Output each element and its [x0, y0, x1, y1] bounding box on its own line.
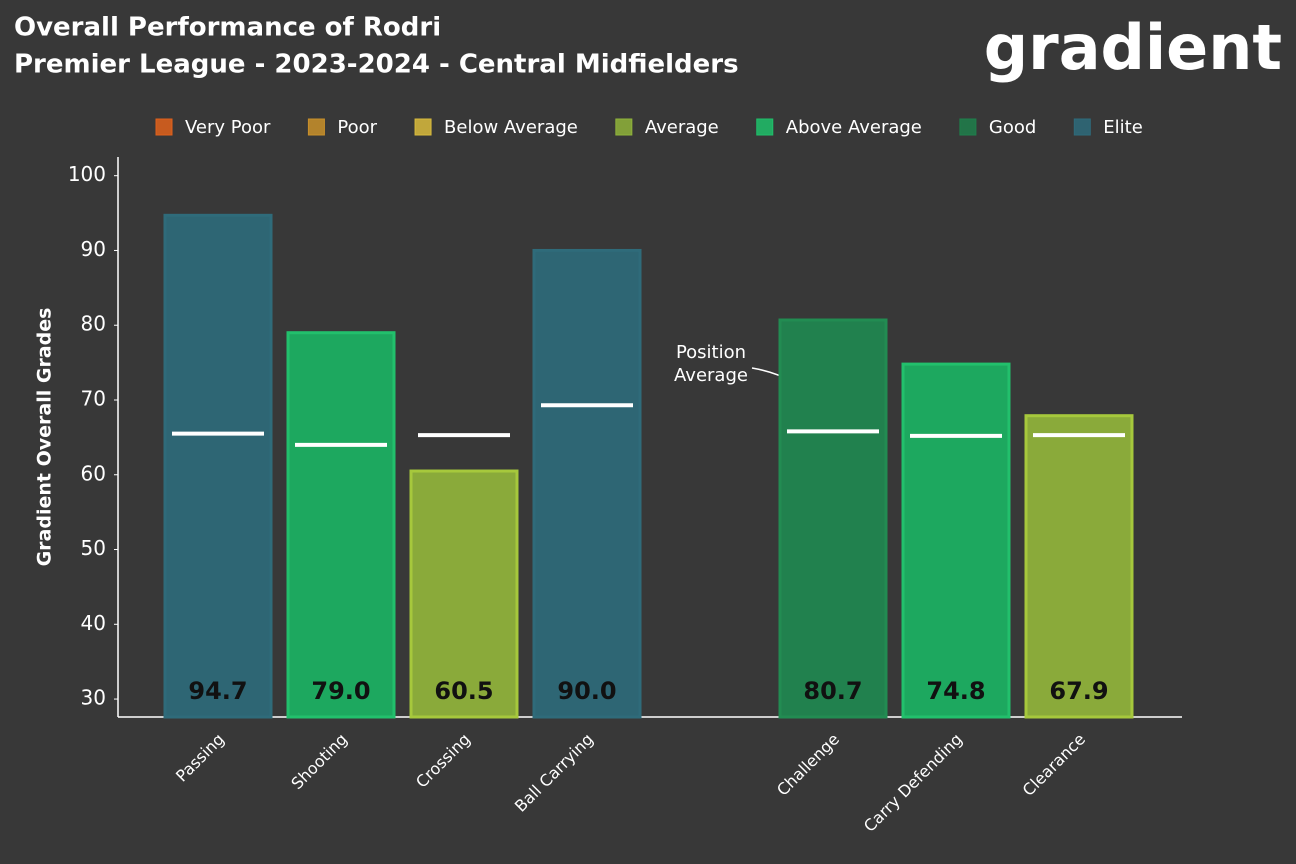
value-label: 94.7 — [188, 677, 247, 705]
bar — [532, 248, 642, 719]
x-tick-label: Clearance — [1019, 730, 1089, 800]
legend-swatch — [615, 118, 633, 136]
x-tick-label: Crossing — [412, 730, 474, 792]
y-tick-label: 50 — [81, 536, 106, 560]
x-tick-label: Passing — [172, 730, 228, 786]
legend-label: Elite — [1103, 117, 1143, 138]
legend-swatch — [959, 118, 977, 136]
y-tick-label: 80 — [81, 312, 106, 336]
legend-label: Above Average — [786, 117, 922, 138]
value-label: 90.0 — [557, 677, 616, 705]
bar — [901, 362, 1011, 719]
x-tick-label: Ball Carrying — [511, 730, 597, 816]
legend-swatch — [155, 118, 173, 136]
legend-label: Average — [645, 117, 719, 138]
x-tick-label: Shooting — [287, 730, 351, 794]
value-label: 60.5 — [434, 677, 493, 705]
legend-label: Below Average — [444, 117, 578, 138]
value-label: 74.8 — [926, 677, 985, 705]
legend-label: Good — [989, 117, 1036, 138]
legend-swatch — [414, 118, 432, 136]
y-tick-label: 90 — [81, 237, 106, 261]
y-tick-label: 60 — [81, 461, 106, 485]
legend-swatch — [756, 118, 774, 136]
y-axis-label: Gradient Overall Grades — [34, 308, 56, 567]
chart-subtitle: Premier League - 2023-2024 - Central Mid… — [14, 50, 739, 80]
y-tick-label: 100 — [68, 162, 106, 186]
x-tick-label: Challenge — [773, 730, 843, 800]
annotation: Average — [674, 365, 748, 386]
bar — [1024, 414, 1134, 719]
chart-title: Overall Performance of Rodri — [14, 13, 441, 43]
value-label: 79.0 — [311, 677, 370, 705]
legend-label: Very Poor — [185, 117, 271, 138]
bar — [409, 469, 519, 719]
value-label: 80.7 — [803, 677, 862, 705]
logo: gradient — [984, 11, 1282, 84]
bar — [286, 331, 396, 719]
annotation: Position — [676, 342, 746, 363]
value-label: 67.9 — [1049, 677, 1108, 705]
bar — [163, 213, 273, 719]
legend-label: Poor — [337, 117, 377, 138]
y-tick-label: 70 — [81, 386, 106, 410]
y-tick-label: 30 — [81, 686, 106, 710]
legend-swatch — [307, 118, 325, 136]
bar — [778, 318, 888, 719]
x-tick-label: Carry Defending — [860, 730, 966, 836]
legend-swatch — [1073, 118, 1091, 136]
y-tick-label: 40 — [81, 611, 106, 635]
